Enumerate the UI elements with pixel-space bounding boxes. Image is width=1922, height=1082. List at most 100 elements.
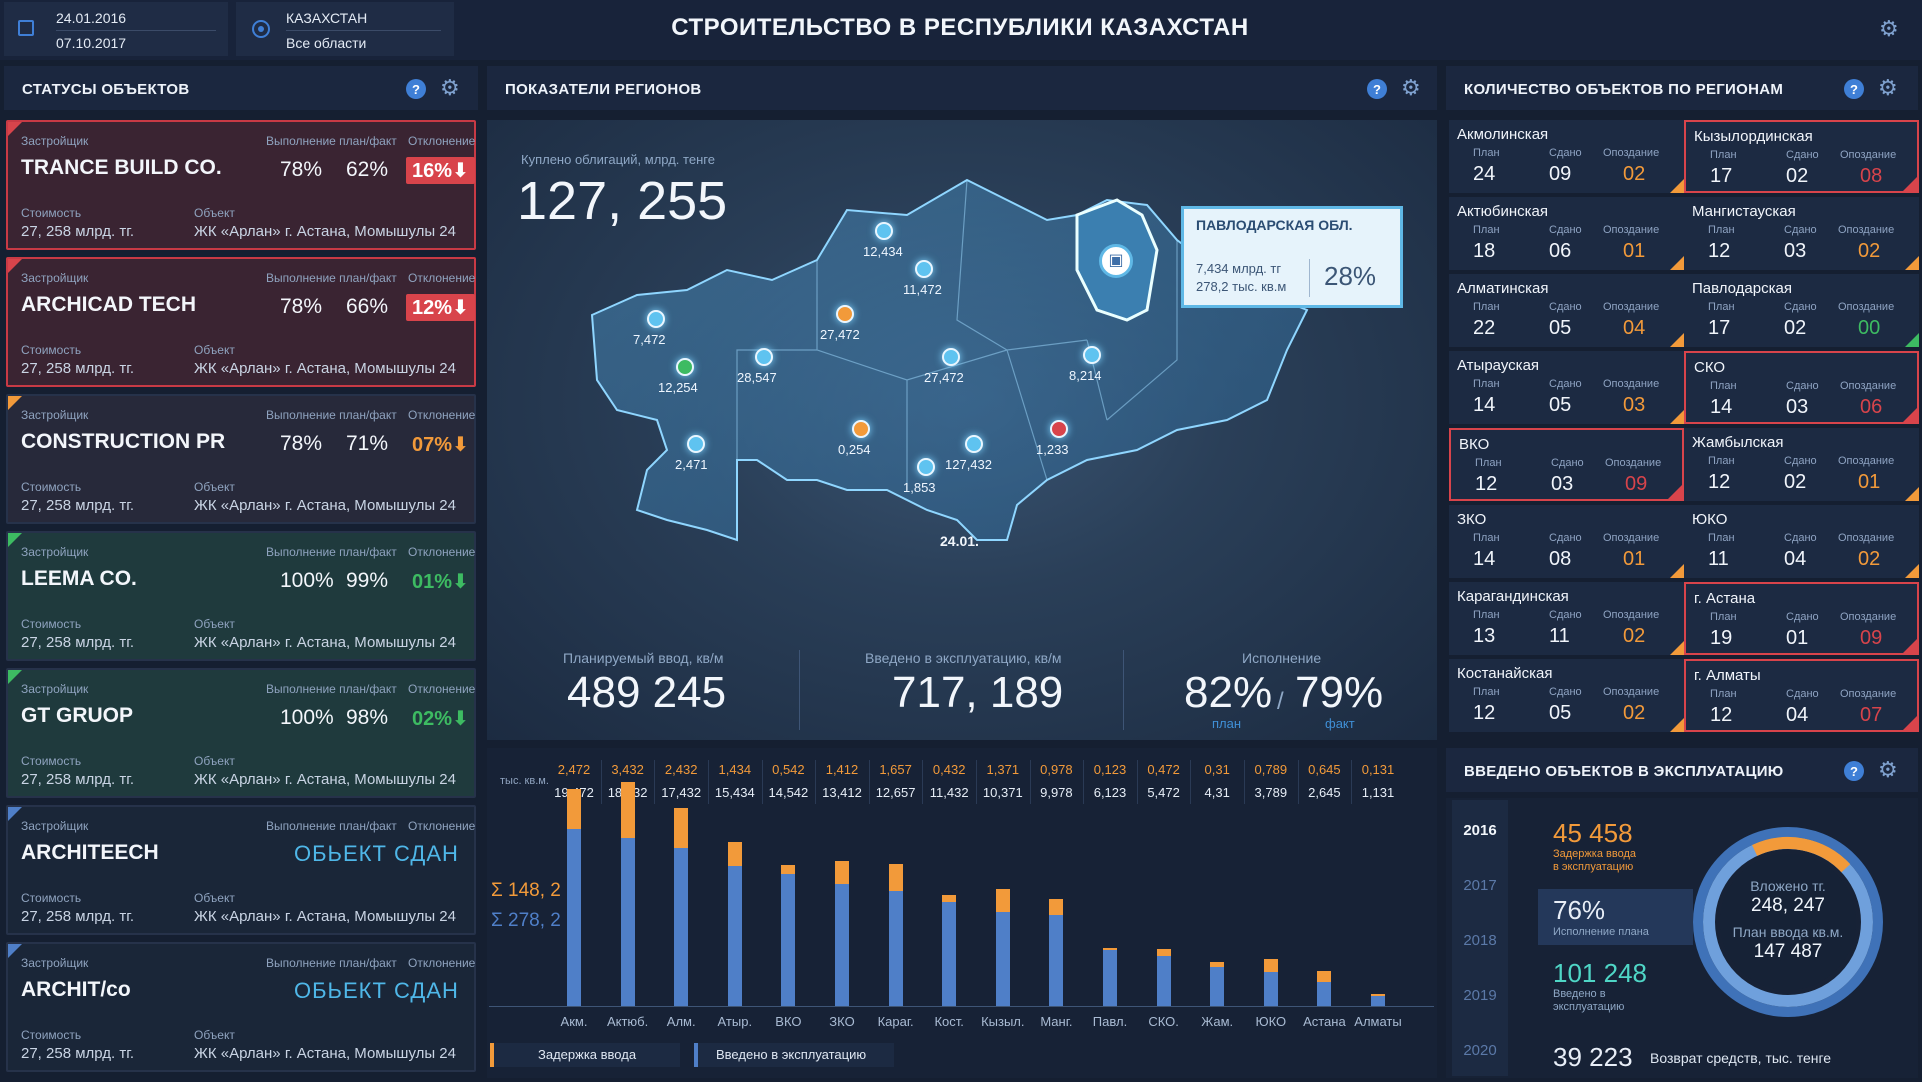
building-icon[interactable]: ▣	[1099, 244, 1133, 278]
region-count-card[interactable]: г. Алматы План 12 Сдано 04 Опоздание 07	[1684, 659, 1919, 732]
help-icon[interactable]: ?	[1367, 79, 1387, 99]
bar-delay[interactable]	[835, 860, 849, 885]
city-marker[interactable]	[852, 420, 870, 438]
region-col-label: Сдано	[1786, 688, 1819, 700]
region-count-card[interactable]: Атырауская План 14 Сдано 05 Опоздание 03	[1449, 351, 1684, 424]
bar-delay[interactable]	[1156, 948, 1171, 957]
date-range-picker[interactable]: 24.01.2016 07.10.2017	[4, 2, 228, 56]
bar-delay[interactable]	[620, 782, 635, 839]
region-count-card[interactable]: Алматинская План 22 Сдано 05 Опоздание 04	[1449, 274, 1684, 347]
year-tab[interactable]: 2018	[1463, 932, 1497, 949]
region-count-card[interactable]: Костанайская План 12 Сдано 05 Опоздание 02	[1449, 659, 1684, 732]
bar-delay[interactable]	[1103, 948, 1117, 951]
city-marker[interactable]	[965, 435, 983, 453]
bar-delay[interactable]	[1371, 993, 1385, 996]
region-col-label: Сдано	[1549, 609, 1582, 621]
bar-commissioned[interactable]	[1263, 971, 1278, 1006]
region-count-card[interactable]: ЗКО План 14 Сдано 08 Опоздание 01	[1449, 505, 1684, 578]
city-marker[interactable]	[875, 222, 893, 240]
status-card[interactable]: Застройщик Выполнение план/факт Отклонение…	[6, 942, 476, 1072]
region-count-card[interactable]: Мангистауская План 12 Сдано 03 Опоздание 02	[1684, 197, 1919, 270]
status-card[interactable]: Застройщик Выполнение план/факт Отклонение…	[6, 668, 476, 798]
status-card[interactable]: Застройщик Выполнение план/факт Отклонение…	[6, 805, 476, 935]
region-count-card[interactable]: Акмолинская План 24 Сдано 09 Опоздание 02	[1449, 120, 1684, 193]
bar-delay[interactable]	[995, 889, 1010, 912]
gear-icon[interactable]: ⚙	[1879, 16, 1899, 41]
bar-commissioned[interactable]	[1210, 966, 1225, 1006]
bar-delay[interactable]	[567, 788, 581, 829]
gear-icon[interactable]: ⚙	[1878, 75, 1898, 100]
bar-delay[interactable]	[942, 895, 957, 903]
region-col-label: План	[1708, 301, 1735, 313]
region-count-card[interactable]: Кызылординская План 17 Сдано 02 Опоздание 08	[1684, 120, 1919, 193]
status-card[interactable]: Застройщик Выполнение план/факт Отклонение…	[6, 531, 476, 661]
status-card[interactable]: Застройщик Выполнение план/факт Отклонение…	[6, 120, 476, 250]
bar-commissioned[interactable]	[781, 873, 796, 1006]
bar-commissioned[interactable]	[567, 828, 581, 1006]
city-marker[interactable]	[1050, 420, 1068, 438]
bar-delay[interactable]	[1263, 958, 1278, 972]
help-icon[interactable]: ?	[406, 79, 426, 99]
city-marker[interactable]	[647, 310, 665, 328]
region-col-value: 06	[1860, 396, 1883, 418]
help-icon[interactable]: ?	[1844, 761, 1864, 781]
bar-commissioned[interactable]	[1103, 950, 1117, 1006]
region-col-value: 13	[1473, 625, 1496, 647]
region-col-value: 14	[1710, 396, 1733, 418]
region-tooltip: ПАВЛОДАРСКАЯ ОБЛ. 7,434 млрд. тг 278,2 т…	[1181, 206, 1403, 308]
bar-delay[interactable]	[1049, 899, 1064, 916]
column-divider	[708, 760, 709, 804]
status-card[interactable]: Застройщик Выполнение план/факт Отклонение…	[6, 394, 476, 524]
bar-commissioned[interactable]	[1317, 981, 1332, 1006]
region-col-value: 01	[1623, 240, 1646, 262]
investment-ring	[1693, 827, 1883, 1017]
region-count-card[interactable]: Жамбылская План 12 Сдано 02 Опоздание 01	[1684, 428, 1919, 501]
city-marker[interactable]	[942, 348, 960, 366]
year-tab[interactable]: 2019	[1463, 987, 1497, 1004]
city-marker[interactable]	[687, 435, 705, 453]
object-value: ЖК «Арлан» г. Астана, Момышулы 24	[194, 908, 456, 925]
gear-icon[interactable]: ⚙	[1401, 75, 1421, 100]
year-tab[interactable]: 2017	[1463, 877, 1497, 894]
city-marker[interactable]	[836, 305, 854, 323]
status-card[interactable]: Застройщик Выполнение план/факт Отклонение…	[6, 257, 476, 387]
year-tab[interactable]: 2016	[1463, 822, 1497, 839]
bar-delay[interactable]	[727, 842, 742, 866]
region-count-card[interactable]: ВКО План 12 Сдано 03 Опоздание 09	[1449, 428, 1684, 501]
bar-commissioned[interactable]	[995, 911, 1010, 1006]
category-label: СКО.	[1148, 1014, 1179, 1029]
region-picker[interactable]: КАЗАХСТАН Все области	[236, 2, 454, 56]
bar-delay[interactable]	[1210, 961, 1225, 967]
bar-delay[interactable]	[781, 864, 796, 874]
bar-commissioned[interactable]	[942, 902, 957, 1006]
bar-commissioned[interactable]	[674, 847, 689, 1006]
region-count-card[interactable]: г. Астана План 19 Сдано 01 Опоздание 09	[1684, 582, 1919, 655]
delay-label-2: в эксплуатацию	[1553, 861, 1634, 873]
bar-delay[interactable]	[888, 863, 903, 891]
bar-commissioned[interactable]	[1371, 995, 1385, 1006]
help-icon[interactable]: ?	[1844, 79, 1864, 99]
region-count-card[interactable]: ЮКО План 11 Сдано 04 Опоздание 02	[1684, 505, 1919, 578]
gear-icon[interactable]: ⚙	[1878, 757, 1898, 782]
city-marker[interactable]	[917, 458, 935, 476]
bar-commissioned[interactable]	[727, 865, 742, 1006]
region-count-card[interactable]: СКО План 14 Сдано 03 Опоздание 06	[1684, 351, 1919, 424]
bar-commissioned[interactable]	[835, 884, 849, 1006]
bar-delay[interactable]	[674, 807, 689, 848]
bar-commissioned[interactable]	[620, 838, 635, 1006]
bar-commissioned[interactable]	[1156, 956, 1171, 1006]
region-count-card[interactable]: Павлодарская План 17 Сдано 02 Опоздание 00	[1684, 274, 1919, 347]
bar-commissioned[interactable]	[1049, 915, 1064, 1006]
city-marker[interactable]	[755, 348, 773, 366]
region-col-label: План	[1710, 611, 1737, 623]
region-count-card[interactable]: Актюбинская План 18 Сдано 06 Опоздание 01	[1449, 197, 1684, 270]
gear-icon[interactable]: ⚙	[440, 75, 460, 100]
bar-commissioned[interactable]	[888, 890, 903, 1006]
year-tab[interactable]: 2020	[1463, 1042, 1497, 1059]
region-col-label: План	[1473, 224, 1500, 236]
region-count-card[interactable]: Карагандинская План 13 Сдано 11 Опоздание 02	[1449, 582, 1684, 655]
city-marker[interactable]	[1083, 346, 1101, 364]
city-marker[interactable]	[915, 260, 933, 278]
city-marker[interactable]	[676, 358, 694, 376]
bar-delay[interactable]	[1317, 971, 1332, 982]
